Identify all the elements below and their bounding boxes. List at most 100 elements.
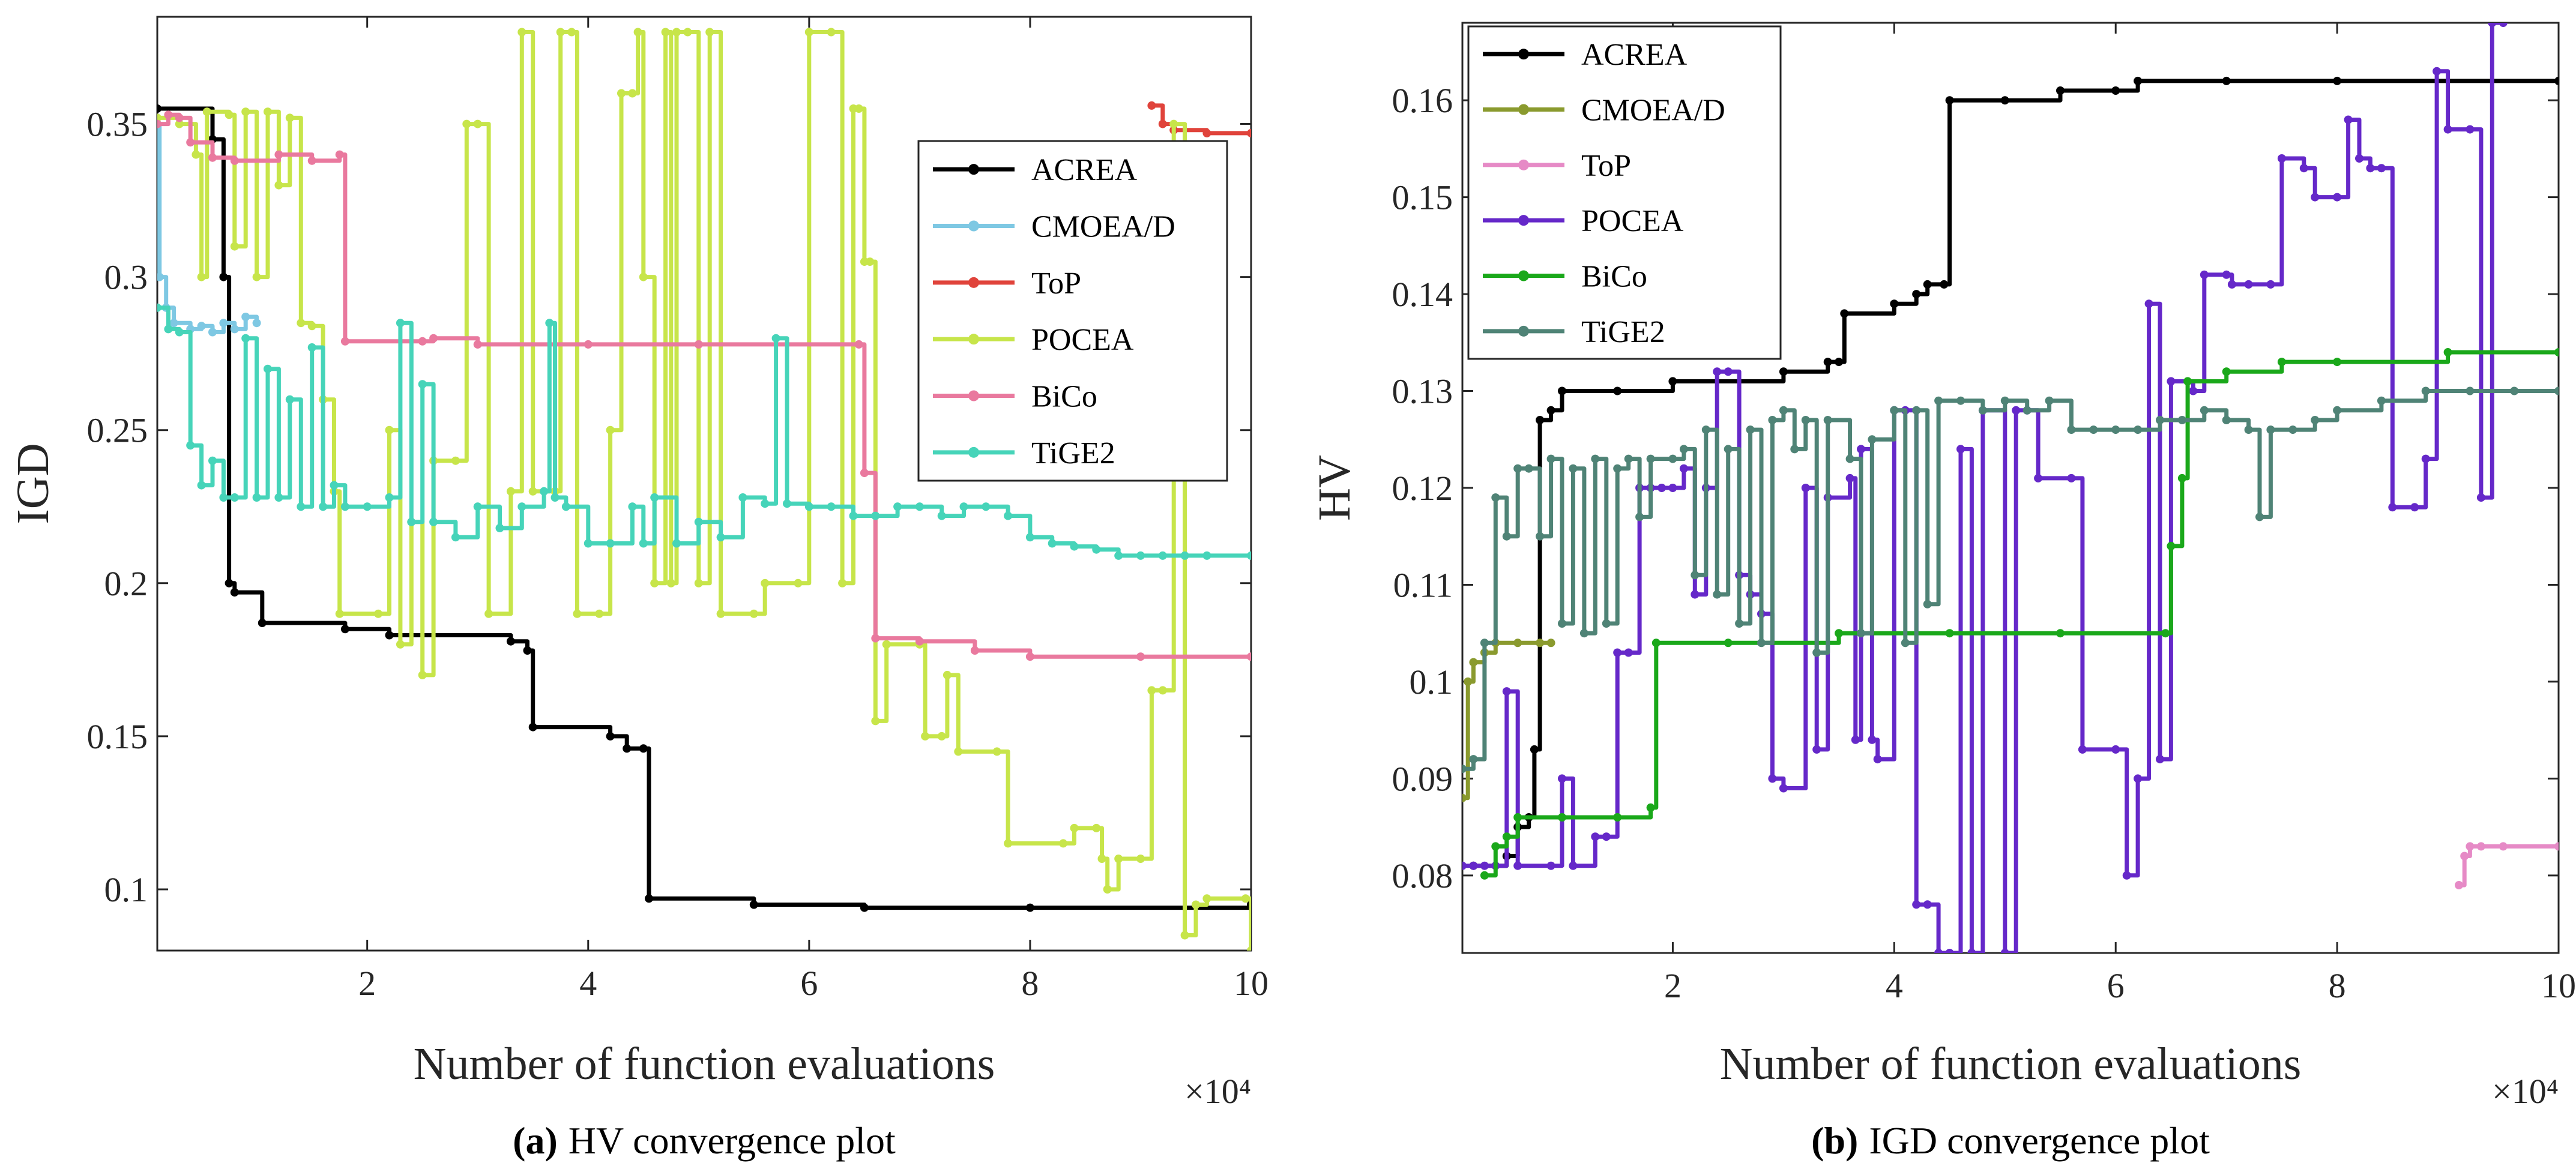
data-point-pocea-a	[705, 28, 714, 37]
data-point-tige2-a	[915, 502, 924, 511]
data-point-acrea-b	[1779, 367, 1788, 376]
series-tige2-b	[1462, 386, 2559, 774]
data-point-tige2-b	[2022, 406, 2032, 415]
data-point-pocea-b	[2355, 154, 2363, 163]
data-point-pocea-a	[761, 578, 770, 588]
data-point-tige2-a	[363, 502, 372, 511]
legend-marker-cmoea-d-a	[968, 220, 979, 232]
y-tick-label-a: 0.1	[104, 870, 148, 909]
data-point-pocea-a	[606, 425, 615, 434]
data-point-bico-b	[2443, 348, 2452, 356]
data-point-tige2-a	[893, 502, 902, 511]
data-point-pocea-a	[517, 28, 526, 37]
data-point-tige2-a	[871, 511, 880, 520]
data-point-pocea-a	[573, 609, 582, 618]
data-point-cmoea-d-a	[169, 319, 178, 328]
legend-label-pocea-b: POCEA	[1581, 204, 1684, 238]
data-point-tige2-b	[1978, 406, 1987, 415]
y-tick-label-b: 0.14	[1392, 275, 1453, 314]
data-point-acrea-b	[1530, 745, 1539, 754]
data-point-pocea-b	[2222, 270, 2231, 279]
data-point-cmoea-d-a	[157, 272, 164, 281]
data-point-top-b	[2455, 881, 2463, 889]
data-point-pocea-b	[2277, 154, 2286, 163]
y-tick-label-b: 0.15	[1392, 178, 1453, 217]
data-point-tige2-a	[252, 493, 261, 502]
data-point-bico-a	[871, 634, 880, 643]
legend-box-b	[1467, 25, 1782, 360]
data-point-tige2-b	[1735, 619, 1744, 628]
caption-text-a: HV convergence plot	[569, 1119, 896, 1162]
y-tick-label-b: 0.16	[1392, 81, 1453, 120]
data-point-pocea-b	[1801, 484, 1810, 492]
data-point-pocea-b	[1679, 464, 1688, 473]
data-point-pocea-b	[2144, 299, 2153, 308]
data-point-bico-a	[307, 156, 316, 165]
data-point-pocea-a	[1180, 931, 1189, 940]
data-point-pocea-b	[2000, 949, 2009, 953]
data-point-tige2-b	[1956, 396, 1965, 405]
data-point-tige2-a	[1202, 551, 1211, 560]
data-point-tige2-a	[407, 517, 416, 526]
data-point-bico-a	[584, 340, 593, 349]
data-point-bico-a	[429, 334, 438, 343]
data-point-pocea-b	[2134, 774, 2143, 783]
legend-label-tige2-a: TiGE2	[1031, 436, 1115, 470]
data-point-pocea-b	[1945, 949, 1954, 953]
data-point-pocea-b	[1967, 949, 1976, 953]
data-point-pocea-a	[1241, 894, 1250, 903]
data-point-pocea-a	[230, 242, 239, 251]
data-point-pocea-a	[385, 425, 394, 434]
data-point-tige2-a	[672, 539, 681, 548]
data-point-pocea-a	[297, 319, 306, 328]
data-point-acrea-a	[860, 903, 869, 912]
data-point-acrea-b	[2134, 76, 2143, 85]
data-point-bico-b	[2183, 377, 2192, 386]
data-point-cmoea-d-a	[219, 319, 228, 328]
data-point-pocea-b	[1868, 735, 1877, 744]
data-point-pocea-a	[307, 322, 316, 331]
data-point-tige2-a	[340, 502, 349, 511]
legend-marker-bico-a	[968, 390, 979, 401]
data-point-bico-a	[970, 646, 979, 655]
data-point-tige2-b	[1679, 445, 1688, 454]
data-point-cmoea-d-a	[197, 322, 206, 331]
data-point-tige2-a	[1048, 539, 1057, 548]
series-acrea-a	[157, 104, 1251, 912]
data-point-tige2-b	[2377, 396, 2386, 405]
data-point-cmoea-d-b	[1469, 658, 1478, 667]
data-point-pocea-a	[794, 578, 803, 588]
x-multiplier-a: ×10⁴	[1184, 1072, 1251, 1111]
data-point-pocea-b	[1624, 648, 1633, 657]
data-point-acrea-a	[645, 894, 653, 903]
data-point-pocea-b	[2388, 503, 2397, 512]
legend-label-bico-b: BiCo	[1581, 260, 1647, 294]
x-tick-label-a: 2	[358, 964, 376, 1003]
data-point-tige2-b	[1480, 639, 1489, 648]
data-point-pocea-a	[921, 732, 930, 741]
data-point-tige2-b	[1524, 464, 1533, 473]
data-point-top-a	[1147, 101, 1156, 110]
data-point-tige2-a	[545, 319, 554, 328]
legend-label-acrea-b: ACREA	[1581, 38, 1688, 72]
data-point-acrea-b	[1558, 386, 1566, 395]
data-point-tige2-b	[1646, 454, 1655, 463]
data-point-top-b	[2476, 842, 2485, 851]
data-point-acrea-a	[506, 637, 515, 646]
legend-marker-top-a	[968, 277, 979, 288]
data-point-pocea-b	[1923, 900, 1932, 909]
data-point-tige2-b	[1801, 416, 1810, 424]
data-point-acrea-a	[528, 723, 537, 732]
legend-label-pocea-a: POCEA	[1031, 323, 1134, 357]
data-point-tige2-b	[2222, 416, 2231, 424]
data-point-pocea-b	[1613, 648, 1622, 657]
data-point-bico-a	[274, 150, 283, 159]
data-point-tige2-b	[1491, 493, 1500, 502]
y-tick-label-b: 0.11	[1393, 565, 1453, 604]
data-point-acrea-b	[1912, 290, 1921, 299]
data-point-pocea-b	[1857, 445, 1865, 454]
legend-a: ACREA CMOEA/D ToP POCEA BiCo TiGE2	[917, 140, 1228, 482]
legend-marker-acrea-a	[968, 164, 979, 175]
data-point-bico-a	[854, 340, 863, 349]
caption-a: (a) HV convergence plot	[513, 1119, 896, 1162]
